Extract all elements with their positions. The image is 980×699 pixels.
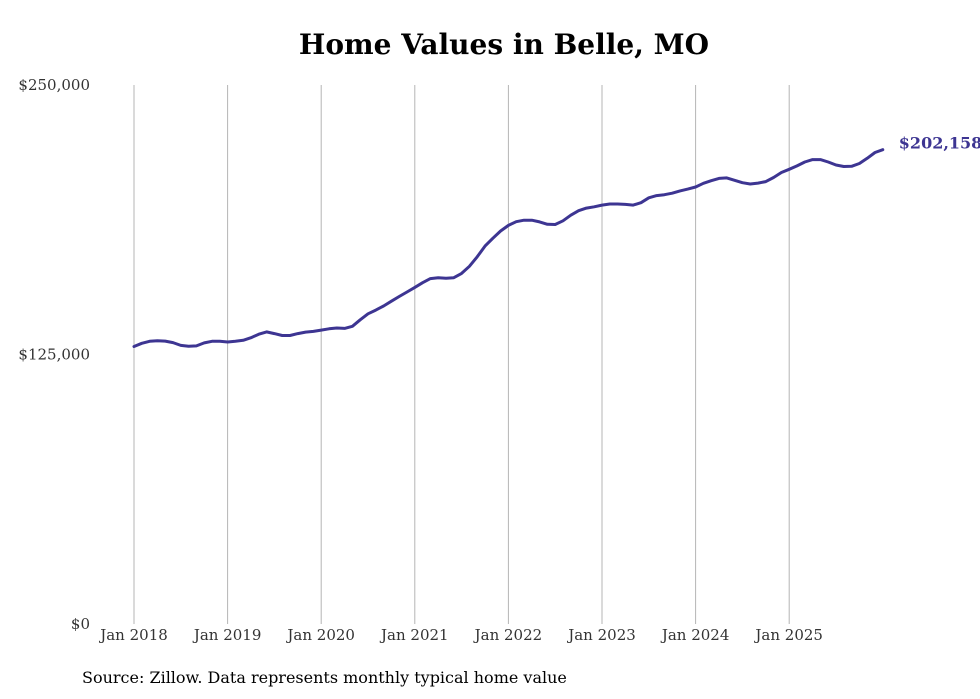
source-note: Source: Zillow. Data represents monthly …	[82, 668, 567, 687]
vertical-gridlines	[133, 85, 790, 624]
x-tick-label: Jan 2018	[98, 626, 168, 644]
chart-title: Home Values in Belle, MO	[298, 28, 710, 61]
x-tick-label: Jan 2021	[379, 626, 449, 644]
y-tick-label: $250,000	[18, 76, 90, 94]
x-axis-tick-labels: Jan 2018 Jan 2019 Jan 2020 Jan 2021 Jan 2022…	[98, 626, 823, 644]
x-tick-label: Jan 2020	[285, 626, 355, 644]
x-tick-label: Jan 2025	[753, 626, 823, 644]
y-axis-tick-labels: $0 $125,000 $250,000	[18, 76, 90, 633]
x-tick-label: Jan 2019	[192, 626, 262, 644]
data-labels: $202,158	[899, 134, 980, 153]
series-line	[132, 148, 885, 348]
y-tick-label: $0	[71, 615, 90, 633]
x-tick-label: Jan 2023	[566, 626, 636, 644]
x-tick-label: Jan 2022	[473, 626, 543, 644]
x-tick-label: Jan 2024	[660, 626, 730, 644]
series-lines	[132, 148, 885, 348]
y-tick-label: $125,000	[18, 346, 90, 364]
end-value-label: $202,158	[899, 134, 980, 153]
